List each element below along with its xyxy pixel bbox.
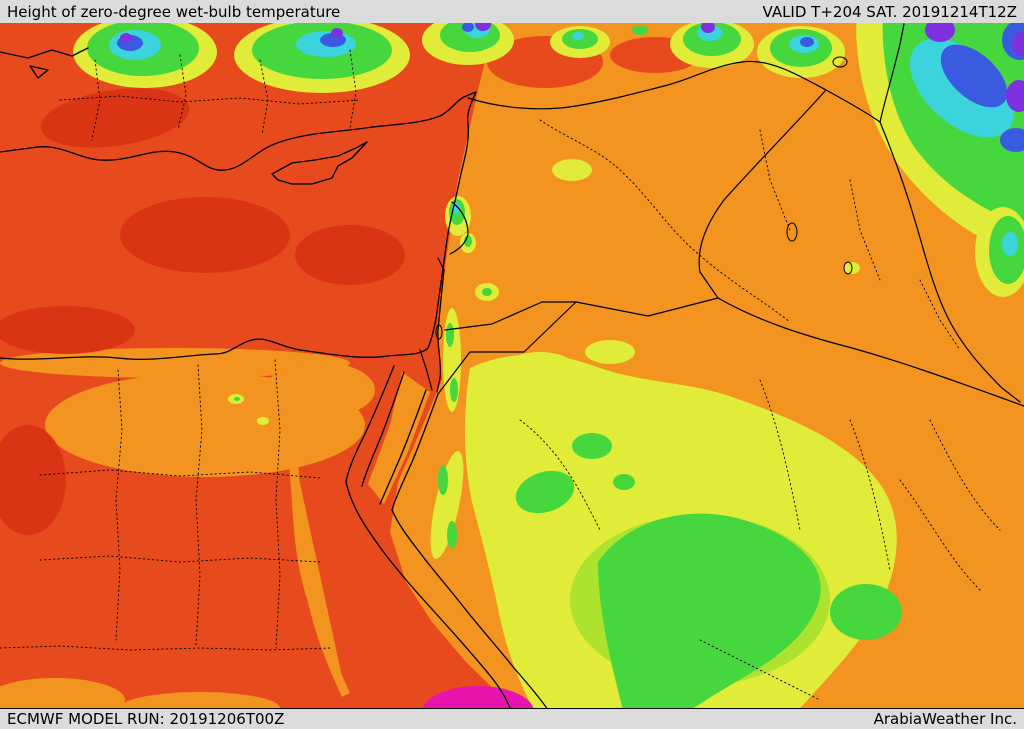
cyprus-coastline xyxy=(271,141,368,185)
syria-jordan-border xyxy=(444,301,577,331)
marmara-island xyxy=(29,65,49,79)
info-bar: ECMWF MODEL RUN: 20191206T00Z ArabiaWeat… xyxy=(0,708,1024,729)
country-borders xyxy=(419,23,1024,407)
map-title: Height of zero-degree wet-bulb temperatu… xyxy=(7,2,341,21)
sinai-east-coast xyxy=(379,389,427,505)
turkey-iran-border xyxy=(879,23,905,123)
lake-tharthar xyxy=(786,222,798,242)
levant-highland-spots xyxy=(430,196,476,559)
gulf-of-suez-west-redsea-west-coast xyxy=(345,365,511,709)
jordan-iraq-saudi-border xyxy=(437,297,719,395)
coastlines xyxy=(0,47,549,711)
dead-sea xyxy=(435,324,443,340)
valid-time-label: VALID T+204 SAT. 20191214T12Z xyxy=(762,2,1017,21)
mediterranean-coastline xyxy=(0,91,477,360)
sinai-west-coast xyxy=(361,371,405,487)
provider-credit: ArabiaWeather Inc. xyxy=(873,710,1017,728)
iran-iraq-border xyxy=(879,121,1021,403)
aqaba-east-redsea-east-coast xyxy=(391,393,549,711)
lake-van xyxy=(832,56,848,68)
israel-egypt-border xyxy=(419,349,433,391)
israel-jordan-border xyxy=(436,257,445,393)
syria-iraq-border xyxy=(698,89,827,299)
yellow-patches-north xyxy=(475,159,635,384)
north-mountain-band xyxy=(73,15,845,93)
delta-specks xyxy=(228,394,269,425)
northeast-cold-zone xyxy=(844,0,1024,297)
title-bar: Height of zero-degree wet-bulb temperatu… xyxy=(0,0,1024,23)
marmara-coast xyxy=(0,47,89,59)
green-cores-saudi xyxy=(515,433,902,729)
admin-boundaries xyxy=(0,49,1001,701)
lakes xyxy=(435,56,853,340)
saudi-iraq-border xyxy=(717,297,1024,407)
syria-lebanon-border xyxy=(449,201,469,255)
dark-red-cores xyxy=(0,88,405,535)
lake-razzaza xyxy=(843,261,853,275)
model-run-label: ECMWF MODEL RUN: 20191206T00Z xyxy=(7,710,285,728)
